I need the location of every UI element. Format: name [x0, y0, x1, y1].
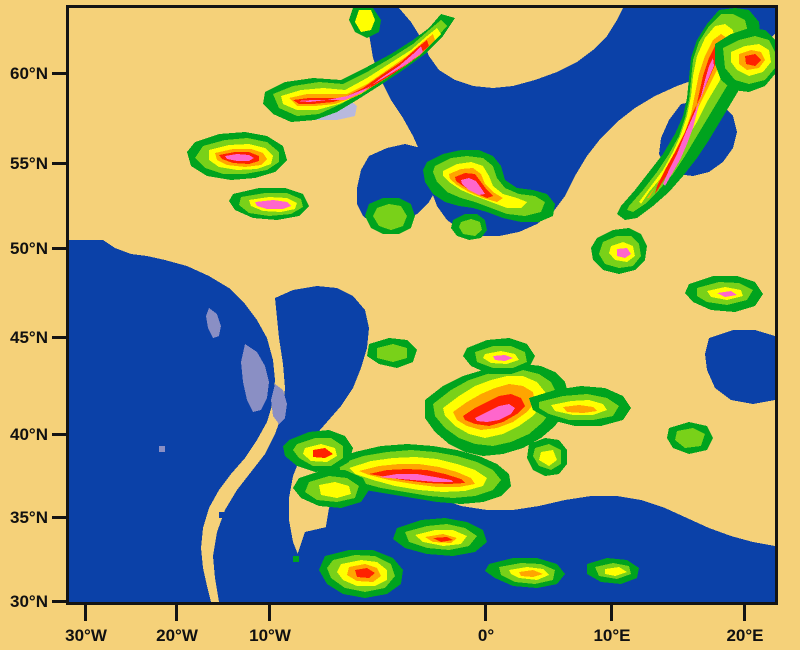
x-tick-label-30W: 30°W [65, 626, 107, 645]
x-tick-mark [610, 605, 613, 621]
y-tick-mark [52, 336, 68, 339]
y-tick-label-45N: 45°N [10, 328, 48, 347]
x-tick-mark [268, 605, 271, 621]
y-tick-mark [52, 433, 68, 436]
y-tick-mark [52, 247, 68, 250]
map-plot-area[interactable] [66, 5, 778, 605]
y-tick-mark [52, 516, 68, 519]
y-tick-label-35N: 35°N [10, 508, 48, 527]
x-tick-label-20E: 20°E [726, 626, 764, 645]
elevation-scandinavia [591, 8, 775, 274]
x-tick-mark [84, 605, 87, 621]
elevation-scotland [423, 150, 555, 240]
elevation-ireland [365, 198, 415, 234]
elevation-italy-islands [527, 422, 713, 476]
y-tick-mark [52, 600, 68, 603]
y-tick-label-55N: 55°N [10, 154, 48, 173]
elevation-atlas [319, 550, 639, 598]
elevation-iceland [263, 14, 455, 122]
y-tick-label-60N: 60°N [10, 64, 48, 83]
y-tick-label-50N: 50°N [10, 239, 48, 258]
elevation-iceland-sw [187, 132, 309, 220]
map-canvas [69, 8, 775, 602]
x-tick-mark [175, 605, 178, 621]
y-tick-label-40N: 40°N [10, 425, 48, 444]
y-tick-label-30N: 30°N [10, 592, 48, 611]
x-tick-mark [743, 605, 746, 621]
elevation-iberia [283, 430, 511, 556]
y-tick-mark [52, 72, 68, 75]
ocean-ridge-layer [206, 308, 287, 424]
elevation-misc [367, 276, 763, 368]
x-tick-label-0: 0° [477, 626, 495, 645]
x-tick-mark [484, 605, 487, 621]
elevation-small-islands [153, 446, 299, 562]
elevation-faroes [349, 8, 381, 38]
x-tick-label-20W: 20°W [156, 626, 198, 645]
x-tick-label-10E: 10°E [593, 626, 631, 645]
elevation-alps [425, 338, 631, 456]
y-tick-mark [52, 162, 68, 165]
x-tick-label-10W: 10°W [249, 626, 291, 645]
